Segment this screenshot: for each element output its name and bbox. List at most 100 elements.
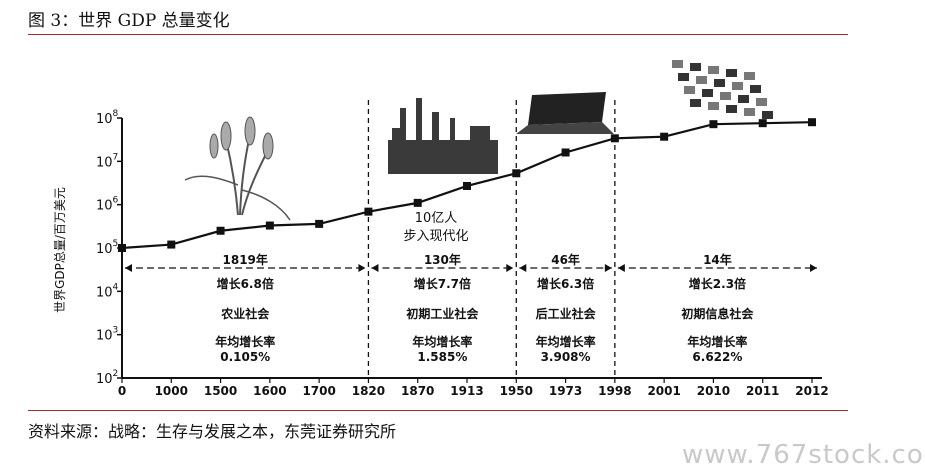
y-tick-label: 107 [96, 152, 118, 170]
era-name-label: 初期工业社会 [406, 306, 479, 321]
data-point [463, 181, 471, 190]
wheat-illustration [184, 116, 291, 221]
network-illustration [672, 60, 773, 119]
era-span-label: 130年 [424, 252, 461, 267]
factory-illustration [388, 98, 498, 174]
era-arrow-head-left [125, 264, 132, 272]
x-tick-label: 1000 [155, 384, 188, 398]
network-node [672, 60, 683, 68]
x-tick-label: 2010 [697, 384, 730, 398]
network-node [744, 108, 755, 116]
data-point [610, 134, 619, 143]
era-arrow-head-right [604, 264, 612, 272]
era-name-label: 初期信息社会 [681, 306, 754, 321]
era-arrow-head-right [810, 264, 817, 272]
network-node [762, 111, 773, 119]
era-rate-value: 3.908% [541, 350, 591, 364]
data-point [561, 148, 570, 157]
x-tick-label: 0 [118, 384, 126, 398]
era-rate-title: 年均增长率 [215, 334, 275, 349]
x-tick-label: 1950 [500, 384, 533, 398]
era-arrow-head-left [371, 264, 379, 272]
network-node [708, 102, 719, 110]
data-point [364, 207, 373, 216]
network-node [726, 69, 737, 77]
era-span-label: 46年 [551, 252, 580, 267]
data-point [808, 118, 816, 127]
era-rate-value: 0.105% [220, 350, 270, 364]
figure-title: 图 3：世界 GDP 总量变化 [28, 11, 230, 31]
era-labels: 1819年增长6.8倍农业社会年均增长率0.105%130年增长7.7倍初期工业… [215, 252, 754, 364]
era-rate-title: 年均增长率 [412, 334, 472, 349]
network-node [738, 95, 749, 103]
x-tick-label: 2001 [647, 384, 680, 398]
era-rate-value: 1.585% [417, 350, 467, 364]
era-rate-title: 年均增长率 [687, 334, 747, 349]
network-node [744, 72, 755, 80]
era-span-label: 14年 [703, 252, 732, 267]
era-name-label: 农业社会 [220, 306, 270, 321]
era-separators [367, 100, 616, 378]
y-tick-label: 102 [96, 369, 118, 387]
network-node [690, 99, 701, 107]
era-arrows [125, 264, 817, 272]
data-point [512, 169, 521, 178]
x-tick-label: 2011 [746, 384, 779, 398]
network-node [756, 98, 767, 106]
era-arrow-head-left [519, 264, 527, 272]
era-growth-label: 增长6.3倍 [537, 276, 594, 291]
x-tick-label: 1973 [549, 384, 582, 398]
y-axis-label: 世界GDP总量/百万美元 [53, 187, 67, 313]
network-node [732, 82, 743, 90]
network-node [714, 79, 725, 87]
y-tick-label: 106 [96, 196, 119, 214]
x-ticks: 0 1000 1500 1600 1700 1820 1870 1913 1950 1973 199… [118, 378, 829, 398]
x-tick-label: 2012 [795, 384, 828, 398]
x-tick-label: 1913 [450, 384, 483, 398]
era-rate-value: 6.622% [692, 350, 742, 364]
era-arrow-head-left [617, 264, 625, 272]
laptop-illustration [516, 92, 614, 134]
network-node [750, 85, 761, 93]
data-point [216, 226, 225, 235]
era-arrow-head-right [358, 264, 366, 272]
era-span-label: 1819年 [223, 252, 268, 267]
annotation-line-1: 10亿人 [415, 211, 458, 226]
x-tick-label: 1870 [401, 384, 434, 398]
data-point [315, 219, 324, 228]
data-point [118, 244, 126, 252]
data-point [413, 198, 422, 207]
data-point [709, 120, 718, 129]
y-tick-label: 108 [96, 109, 119, 127]
network-node [684, 86, 695, 94]
era-arrow-head-right [506, 264, 514, 272]
watermark: www.767stock.com [682, 440, 925, 470]
x-tick-label: 1700 [302, 384, 335, 398]
y-tick-label: 105 [96, 239, 118, 257]
top-rule [28, 34, 848, 35]
network-node [726, 105, 737, 113]
network-node [702, 89, 713, 97]
network-node [696, 76, 707, 84]
x-tick-label: 1998 [598, 384, 631, 398]
y-tick-label: 104 [96, 282, 119, 300]
x-tick-label: 1500 [204, 384, 237, 398]
network-node [720, 92, 731, 100]
data-point [265, 221, 274, 230]
network-node [678, 73, 689, 81]
source-note: 资料来源：战略：生存与发展之本，东莞证券研究所 [28, 422, 397, 441]
data-point [167, 240, 176, 249]
annotation-line-2: 步入现代化 [403, 229, 468, 244]
era-rate-title: 年均增长率 [536, 334, 596, 349]
era-growth-label: 增长2.3倍 [689, 276, 746, 291]
x-tick-label: 1820 [352, 384, 385, 398]
era-growth-label: 增长7.7倍 [414, 276, 471, 291]
series-line-group [118, 118, 816, 252]
era-growth-label: 增长6.8倍 [217, 276, 274, 291]
network-node [708, 66, 719, 74]
x-tick-label: 1600 [253, 384, 286, 398]
y-tick-label: 103 [96, 326, 118, 344]
era-name-label: 后工业社会 [536, 306, 597, 321]
data-point [758, 119, 767, 128]
